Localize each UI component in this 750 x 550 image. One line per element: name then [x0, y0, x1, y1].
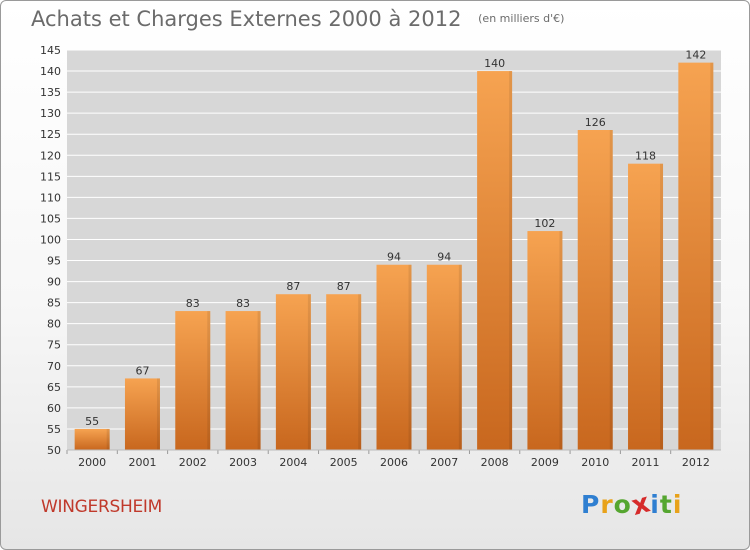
- y-tick-label: 55: [47, 423, 61, 436]
- bar-shade: [156, 378, 160, 450]
- x-tick-label: 2002: [179, 456, 207, 469]
- bar-shade: [559, 231, 563, 450]
- x-tick-label: 2011: [632, 456, 660, 469]
- bar-shade: [408, 264, 412, 450]
- y-tick-label: 60: [47, 402, 61, 415]
- y-tick-label: 50: [47, 444, 61, 457]
- y-tick-label: 110: [40, 191, 61, 204]
- bar-shade: [307, 294, 311, 450]
- bar-shade: [207, 311, 211, 450]
- logo-letter: i: [650, 490, 660, 519]
- data-label: 140: [484, 57, 505, 70]
- chart-title: Achats et Charges Externes 2000 à 2012 (…: [31, 7, 564, 31]
- y-tick-label: 100: [40, 233, 61, 246]
- commune-name: WINGERSHEIM: [41, 497, 162, 517]
- bar-2002: [175, 311, 211, 450]
- x-tick-label: 2006: [380, 456, 408, 469]
- y-tick-label: 120: [40, 149, 61, 162]
- y-tick-label: 70: [47, 360, 61, 373]
- bar-shade: [710, 62, 714, 450]
- y-tick-label: 90: [47, 276, 61, 289]
- bar-2010: [577, 130, 613, 450]
- y-tick-label: 140: [40, 65, 61, 78]
- x-tick-label: 2004: [279, 456, 307, 469]
- logo-letter: o: [613, 490, 632, 519]
- data-label: 87: [337, 280, 351, 293]
- logo-letter: P: [581, 490, 601, 519]
- chart-subtitle: (en milliers d'€): [478, 12, 565, 25]
- x-tick-label: 2007: [430, 456, 458, 469]
- logo-letter: t: [659, 490, 673, 519]
- bar-shade: [358, 294, 362, 450]
- data-label: 55: [85, 415, 99, 428]
- bar-shade: [660, 163, 664, 450]
- y-tick-label: 115: [40, 170, 61, 183]
- data-label: 126: [585, 116, 606, 129]
- bar-2005: [326, 294, 362, 450]
- bar-2001: [124, 378, 160, 450]
- x-tick-label: 2005: [330, 456, 358, 469]
- bar-2004: [275, 294, 311, 450]
- bar-2012: [678, 62, 714, 450]
- data-label: 83: [186, 297, 200, 310]
- y-tick-label: 135: [40, 86, 61, 99]
- x-tick-label: 2009: [531, 456, 559, 469]
- y-tick-label: 85: [47, 297, 61, 310]
- bar-2003: [225, 311, 261, 450]
- data-label: 94: [387, 251, 401, 264]
- chart-title-text: Achats et Charges Externes 2000 à 2012: [31, 7, 462, 31]
- x-tick-label: 2008: [481, 456, 509, 469]
- data-label: 102: [534, 217, 555, 230]
- x-tick-label: 2003: [229, 456, 257, 469]
- bar-2006: [376, 264, 412, 450]
- bar-shade: [458, 264, 462, 450]
- y-tick-label: 130: [40, 107, 61, 120]
- bar-shade: [257, 311, 261, 450]
- logo-letter: r: [600, 490, 614, 519]
- y-tick-label: 145: [40, 44, 61, 57]
- logo-letter: i: [672, 490, 683, 519]
- x-tick-label: 2010: [581, 456, 609, 469]
- bar-shade: [106, 428, 110, 450]
- y-tick-label: 125: [40, 128, 61, 141]
- data-label: 118: [635, 150, 656, 163]
- data-label: 142: [685, 49, 706, 62]
- x-tick-label: 2012: [682, 456, 710, 469]
- y-tick-label: 80: [47, 318, 61, 331]
- bar-2007: [426, 264, 462, 450]
- bar-2009: [527, 231, 563, 450]
- x-tick-label: 2000: [78, 456, 106, 469]
- proxiti-logo: Proxiti: [581, 487, 683, 522]
- x-tick-label: 2001: [128, 456, 156, 469]
- bar-shade: [609, 130, 613, 450]
- data-label: 87: [286, 280, 300, 293]
- data-label: 94: [437, 251, 451, 264]
- y-tick-label: 75: [47, 339, 61, 352]
- bar-shade: [509, 71, 513, 450]
- y-tick-label: 95: [47, 255, 61, 268]
- bar-2011: [628, 163, 664, 450]
- y-tick-label: 105: [40, 212, 61, 225]
- bar-2000: [74, 428, 110, 450]
- data-label: 83: [236, 297, 250, 310]
- y-tick-label: 65: [47, 381, 61, 394]
- data-label: 67: [135, 364, 149, 377]
- bar-2008: [477, 71, 513, 450]
